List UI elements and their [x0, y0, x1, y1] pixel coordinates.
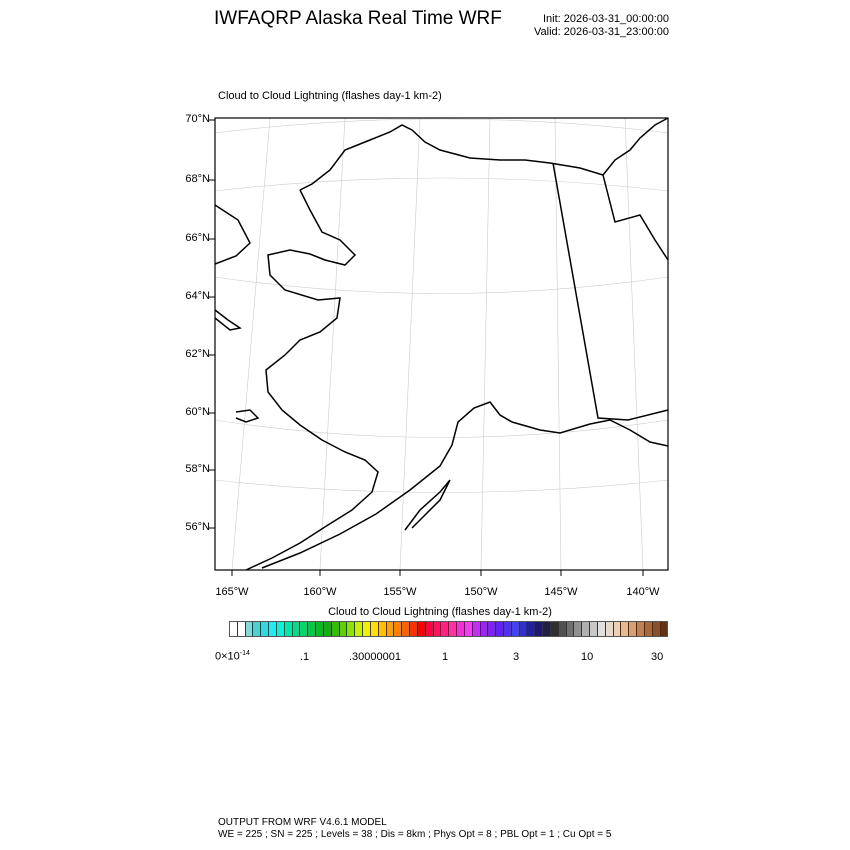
colorbar-swatch	[339, 622, 348, 636]
field-title: Cloud to Cloud Lightning (flashes day-1 …	[218, 90, 442, 102]
colorbar-label: 30	[651, 651, 664, 663]
lon-label: 165°W	[215, 586, 249, 598]
colorbar-swatch	[292, 622, 301, 636]
colorbar-label: 1	[442, 651, 449, 663]
colorbar-swatch	[355, 622, 364, 636]
lon-label: 160°W	[303, 586, 337, 598]
colorbar-swatch	[402, 622, 411, 636]
colorbar-swatch	[574, 622, 583, 636]
colorbar-swatch	[597, 622, 606, 636]
label-mantissa: 0×10	[215, 650, 240, 663]
colorbar-swatch	[566, 622, 575, 636]
colorbar-swatch	[323, 622, 332, 636]
lat-label: 68°N	[185, 173, 210, 185]
colorbar-swatch	[417, 622, 426, 636]
colorbar-swatch	[644, 622, 653, 636]
colorbar-swatch	[331, 622, 340, 636]
lat-label: 64°N	[185, 290, 210, 302]
colorbar-swatch	[488, 622, 497, 636]
graticule	[214, 117, 669, 571]
colorbar-swatch	[378, 622, 387, 636]
colorbar-swatch	[535, 622, 544, 636]
valid-time: Valid: 2026-03-31_23:00:00	[534, 26, 669, 38]
colorbar-swatch	[300, 622, 309, 636]
colorbar-label-0: 0×10-14	[215, 650, 250, 663]
colorbar-swatch	[464, 622, 473, 636]
colorbar-swatch	[245, 622, 254, 636]
colorbar-swatch	[449, 622, 458, 636]
colorbar-swatch	[386, 622, 395, 636]
lat-label: 56°N	[185, 521, 210, 533]
colorbar-swatch	[441, 622, 450, 636]
colorbar-swatch	[347, 622, 356, 636]
colorbar-label: 3	[513, 651, 520, 663]
colorbar-swatch	[370, 622, 379, 636]
colorbar-label: .30000001	[349, 651, 401, 663]
colorbar-swatch	[605, 622, 614, 636]
lon-label: 140°W	[626, 586, 660, 598]
colorbar-swatch	[284, 622, 293, 636]
model-info: OUTPUT FROM WRF V4.6.1 MODEL WE = 225 ; …	[218, 817, 611, 841]
lon-label: 145°W	[544, 586, 578, 598]
plot-title: IWFAQRP Alaska Real Time WRF	[214, 8, 502, 29]
map-frame	[214, 117, 669, 571]
colorbar-swatch	[550, 622, 559, 636]
footer-line-2: WE = 225 ; SN = 225 ; Levels = 38 ; Dis …	[218, 829, 612, 840]
colorbar-swatch	[590, 622, 598, 636]
colorbar-swatch	[613, 622, 622, 636]
lon-label: 150°W	[464, 586, 498, 598]
footer-line-1: OUTPUT FROM WRF V4.6.1 MODEL	[218, 817, 387, 828]
colorbar-swatch	[425, 622, 434, 636]
colorbar-swatch	[558, 622, 567, 636]
coastline	[214, 117, 669, 571]
colorbar-swatch	[472, 622, 481, 636]
colorbar-swatch	[660, 622, 668, 636]
political-borders	[552, 162, 669, 421]
lat-label: 58°N	[185, 463, 210, 475]
colorbar-swatch	[543, 622, 551, 636]
colorbar-swatch	[637, 622, 645, 636]
lon-label: 155°W	[383, 586, 417, 598]
colorbar-swatch	[363, 622, 371, 636]
colorbar-swatch	[480, 622, 489, 636]
colorbar-label: 10	[581, 651, 594, 663]
colorbar-swatch	[230, 622, 238, 636]
colorbar-swatch	[457, 622, 465, 636]
lat-label: 66°N	[185, 232, 210, 244]
label-exponent: -14	[239, 650, 250, 657]
colorbar-swatch	[527, 622, 536, 636]
init-time: Init: 2026-03-31_00:00:00	[543, 13, 669, 25]
colorbar-swatch	[629, 622, 638, 636]
colorbar-swatch	[237, 622, 246, 636]
colorbar-swatch	[652, 622, 661, 636]
colorbar-title: Cloud to Cloud Lightning (flashes day-1 …	[328, 606, 552, 618]
colorbar-swatch	[394, 622, 403, 636]
colorbar-swatch	[496, 622, 504, 636]
colorbar	[229, 621, 668, 637]
colorbar-swatch	[253, 622, 262, 636]
colorbar-swatch	[511, 622, 520, 636]
colorbar-swatch	[261, 622, 270, 636]
colorbar-swatch	[316, 622, 324, 636]
colorbar-swatch	[308, 622, 317, 636]
colorbar-swatch	[269, 622, 277, 636]
colorbar-swatch	[410, 622, 418, 636]
colorbar-swatch	[582, 622, 591, 636]
colorbar-swatch	[433, 622, 442, 636]
colorbar-swatch	[503, 622, 512, 636]
lat-label: 70°N	[185, 113, 210, 125]
colorbar-swatch	[621, 622, 630, 636]
time-info: Init: 2026-03-31_00:00:00 Valid: 2026-03…	[534, 13, 669, 39]
colorbar-swatch	[519, 622, 528, 636]
colorbar-swatch	[276, 622, 285, 636]
colorbar-label: .1	[300, 651, 310, 663]
lat-label: 62°N	[185, 348, 210, 360]
lat-label: 60°N	[185, 406, 210, 418]
